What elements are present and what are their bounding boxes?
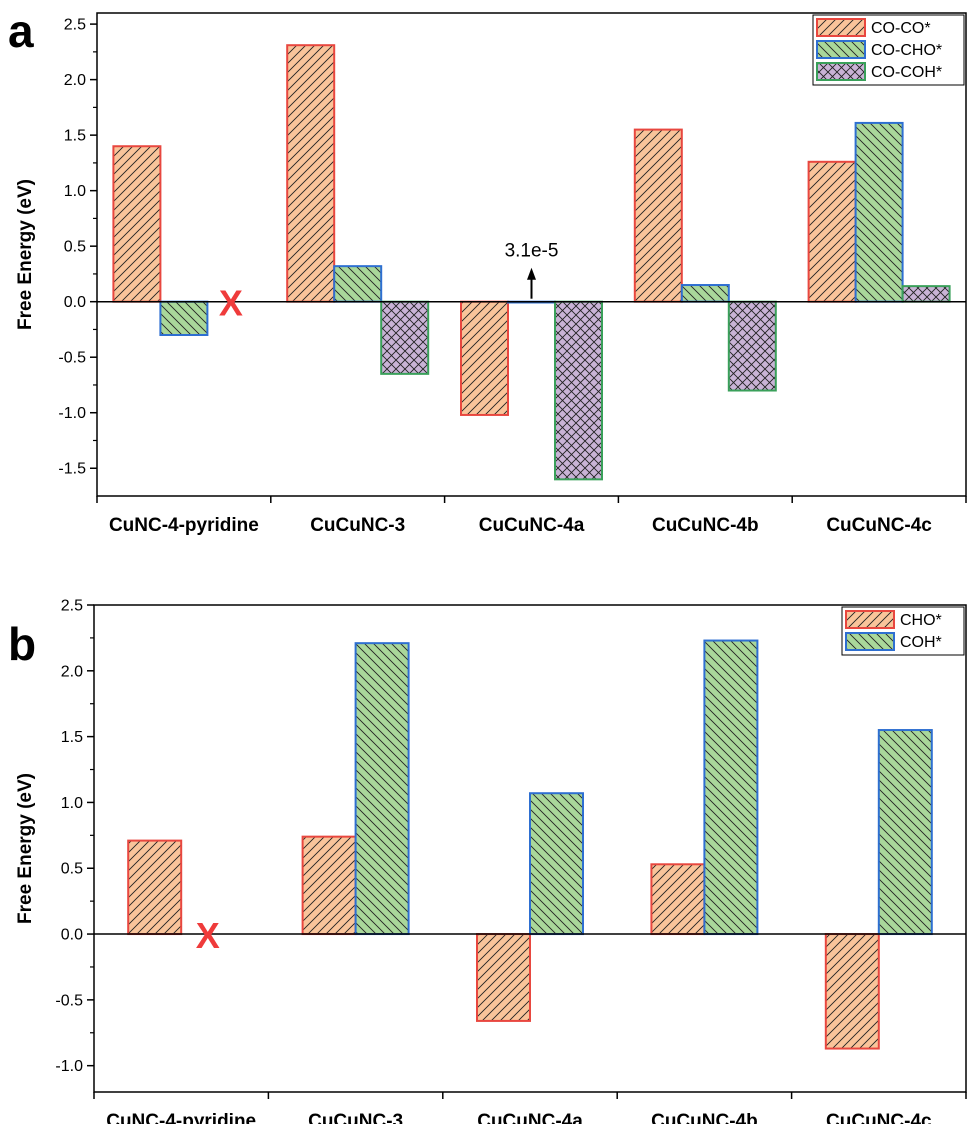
legend-swatch-co-co	[816, 18, 866, 37]
bar-a-co-cho-cucunc-4b	[680, 284, 730, 303]
legend-label-co-co: CO-CO*	[871, 20, 931, 37]
panel-b-frame	[93, 604, 967, 1093]
panel-b-y-axis: -1.0 -0.5 0.0 0.5 1.0 1.5 2.0 2.5 Free Energy (e…	[15, 598, 94, 1075]
x-tick-label-cucunc-4c: CuCuNC-4c	[826, 1111, 932, 1124]
y-tick-label: 0.0	[64, 294, 86, 311]
panel-a-y-axis-title: Free Energy (eV)	[15, 179, 36, 330]
bar-b-coh-cucunc-4a	[529, 792, 584, 936]
legend-label-co-cho: CO-CHO*	[871, 42, 942, 59]
bar-a-co-co-cucunc-3	[286, 44, 336, 303]
y-tick-label: -1.5	[58, 461, 86, 478]
panel-a-bars	[112, 44, 951, 481]
panel-a-frame	[96, 12, 967, 497]
panel-a-legend: CO-CO* CO-CHO* CO-COH*	[812, 14, 965, 86]
legend-swatch-coh	[845, 632, 895, 651]
y-tick-label: 0.5	[61, 861, 83, 878]
y-tick-label: 2.5	[64, 17, 86, 34]
missing-marker-b-coh: X	[196, 915, 220, 956]
y-tick-label: 0.0	[61, 927, 83, 944]
legend-swatch-co-coh	[816, 62, 866, 81]
x-tick-label-cucunc-4b: CuCuNC-4b	[652, 515, 759, 536]
y-tick-label: 0.5	[64, 239, 86, 256]
panel-b-legend: CHO* COH*	[841, 606, 965, 656]
y-tick-label: 1.0	[64, 183, 86, 200]
y-tick-label: 2.5	[61, 598, 83, 615]
bar-a-co-coh-cucunc-4b	[727, 300, 777, 392]
annotation-label: 3.1e-5	[505, 241, 559, 262]
bar-a-co-cho-cucunc-4c	[854, 121, 904, 303]
missing-marker-a-co-coh: X	[219, 283, 243, 324]
y-tick-label: -1.0	[55, 1058, 83, 1075]
y-tick-label: 1.5	[64, 128, 86, 145]
bar-a-co-co-cucunc-4c	[807, 160, 857, 303]
bar-b-cho-cucunc-4b	[650, 863, 706, 936]
panel-a-letter: a	[8, 5, 34, 57]
panel-b-y-axis-title: Free Energy (eV)	[15, 773, 36, 924]
bar-a-co-cho-cunc-4-pyridine	[159, 300, 209, 337]
panel-a-x-axis: CuNC-4-pyridine CuCuNC-3 CuCuNC-4a CuCuNC-4…	[96, 496, 967, 536]
bar-a-co-co-cucunc-4a	[460, 300, 509, 416]
annotation-arrow-head	[527, 267, 536, 280]
bar-b-cho-cucunc-3	[301, 835, 357, 936]
panel-b-plot-area: X	[93, 604, 967, 1093]
panel-a-chart: X 3.1e-5 a -1.5 -1.0 -0.5 0.0 0.5 1.0 1.5 2.0 2.5 Fr…	[8, 5, 967, 536]
legend-label-cho: CHO*	[900, 612, 942, 629]
x-tick-label-cucunc-3: CuCuNC-3	[308, 1111, 403, 1124]
x-tick-label-cucunc-4a: CuCuNC-4a	[479, 515, 585, 536]
legend-label-co-coh: CO-COH*	[871, 64, 942, 81]
bar-a-co-coh-cucunc-4a	[554, 300, 603, 481]
legend-swatch-co-cho	[816, 40, 866, 59]
bar-a-co-co-cucunc-4b	[633, 128, 683, 303]
x-tick-label-cucunc-3: CuCuNC-3	[310, 515, 405, 536]
bar-a-co-cho-cucunc-3	[333, 265, 383, 303]
y-tick-label: 1.0	[61, 795, 83, 812]
panel-b-bars	[127, 639, 933, 1050]
x-tick-label-cunc-4-pyridine: CuNC-4-pyridine	[106, 1111, 256, 1124]
bar-b-cho-cucunc-4a	[476, 933, 531, 1022]
x-tick-label-cunc-4-pyridine: CuNC-4-pyridine	[109, 515, 259, 536]
panel-b-letter: b	[8, 618, 36, 670]
bar-b-coh-cucunc-4b	[703, 639, 759, 936]
panel-b-x-axis: CuNC-4-pyridine CuCuNC-3 CuCuNC-4a CuCuNC-4…	[93, 1092, 967, 1129]
panel-a-y-axis: -1.5 -1.0 -0.5 0.0 0.5 1.0 1.5 2.0 2.5 Free Energ…	[15, 17, 97, 478]
bar-b-cho-cucunc-4c	[824, 933, 880, 1050]
bar-b-coh-cucunc-3	[354, 642, 410, 936]
bar-b-cho-cunc-4-pyridine	[127, 839, 183, 936]
bar-b-coh-cucunc-4c	[877, 729, 933, 936]
bar-a-co-coh-cucunc-4c	[901, 285, 951, 303]
y-tick-label: 2.0	[61, 663, 83, 680]
legend-label-coh: COH*	[900, 634, 942, 651]
y-tick-label: 2.0	[64, 72, 86, 89]
panel-b-chart: Xb -1.0 -0.5 0.0 0.5 1.0 1.5 2.0 2.5 Free Energy …	[8, 598, 967, 1129]
y-tick-label: 1.5	[61, 729, 83, 746]
bar-a-co-co-cunc-4-pyridine	[112, 145, 162, 303]
panel-a-plot-area: X 3.1e-5	[96, 12, 967, 497]
legend-swatch-cho	[845, 610, 895, 629]
y-tick-label: -1.0	[58, 405, 86, 422]
y-tick-label: -0.5	[55, 992, 83, 1009]
x-tick-label-cucunc-4b: CuCuNC-4b	[651, 1111, 758, 1124]
y-tick-label: -0.5	[58, 350, 86, 367]
x-tick-label-cucunc-4c: CuCuNC-4c	[826, 515, 932, 536]
bar-a-co-coh-cucunc-3	[380, 300, 430, 375]
x-tick-label-cucunc-4a: CuCuNC-4a	[477, 1111, 583, 1124]
